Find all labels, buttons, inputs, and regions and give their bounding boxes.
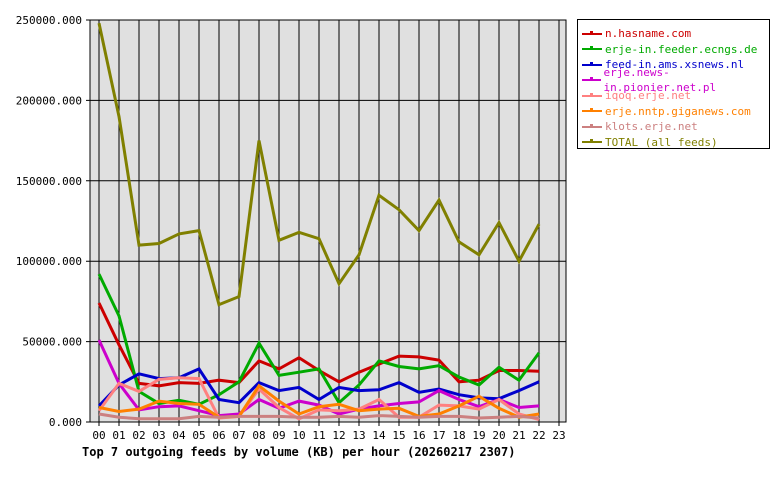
legend-item: iqoq.erje.net [578,88,769,104]
x-tick-label: 03 [152,429,165,442]
legend-label: klots.erje.net [605,120,698,134]
x-tick-label: 09 [272,429,285,442]
x-tick-label: 14 [372,429,386,442]
y-tick-label: 50000.000 [22,336,82,349]
x-tick-label: 16 [412,429,425,442]
legend-item: erje.news-in.pionier.net.pl [578,66,769,94]
legend-label: erje.news-in.pionier.net.pl [603,66,717,95]
legend-item: erje-in.feeder.ecngs.de [578,42,769,58]
y-axis: 0.000 50000.000 100000.000 150000.000 200000… [16,14,82,429]
x-tick-label: 13 [352,429,365,442]
x-tick-label: 23 [552,429,565,442]
legend-swatch-icon [582,77,601,82]
x-tick-label: 04 [172,429,186,442]
legend-swatch-icon [582,139,602,144]
legend-label: TOTAL (all feeds) [605,135,718,149]
x-tick-label: 18 [452,429,465,442]
x-axis: 00 01 02 03 04 05 06 07 08 09 10 11 12 13 14 15 16 17 18 19… [92,429,565,442]
x-tick-label: 20 [492,429,505,442]
legend-item: TOTAL (all feeds) [578,135,769,151]
series-line-6 [98,412,540,421]
legend-swatch-icon [582,61,602,66]
x-tick-label: 17 [432,429,445,442]
x-tick-label: 12 [332,429,345,442]
legend-swatch-icon [582,46,602,51]
legend-swatch-icon [582,92,602,97]
x-tick-label: 22 [532,429,545,442]
legend-item: feed-in.ams.xsnews.nl [578,57,769,73]
y-tick-label: 0.000 [49,416,82,429]
series-line-4 [97,376,540,422]
x-tick-label: 10 [292,429,305,442]
legend-label: feed-in.ams.xsnews.nl [605,58,745,72]
series-lines [97,22,541,422]
plot-area [89,19,567,423]
series-line-5 [98,383,540,419]
legend-label: erje-in.feeder.ecngs.de [605,42,758,56]
y-tick-label: 200000.000 [16,94,82,107]
x-tick-label: 15 [392,429,405,442]
x-tick-label: 19 [472,429,485,442]
x-tick-label: 00 [92,429,105,442]
x-tick-label: 01 [112,429,125,442]
legend-swatch-icon [582,123,602,128]
legend-swatch-icon [582,108,602,113]
legend-item: erje.nntp.giganews.com [578,104,769,120]
legend-swatch-icon [582,30,602,35]
y-tick-label: 250000.000 [16,14,82,27]
legend-label: erje.nntp.giganews.com [605,104,751,118]
legend: n.hasname.com erje-in.feeder.ecngs.de feed… [577,19,770,149]
y-tick-label: 100000.000 [16,255,82,268]
x-tick-label: 21 [512,429,525,442]
x-tick-label: 06 [212,429,225,442]
legend-label: iqoq.erje.net [605,89,692,103]
legend-item: n.hasname.com [578,26,769,42]
chart-title: Top 7 outgoing feeds by volume (KB) per … [82,445,515,459]
legend-item: klots.erje.net [578,119,769,135]
x-tick-label: 11 [312,429,325,442]
x-tick-label: 08 [252,429,265,442]
x-tick-label: 07 [232,429,245,442]
series-line-7 [97,22,541,307]
grid-lines [86,19,566,426]
y-tick-label: 150000.000 [16,175,82,188]
x-tick-label: 02 [132,429,145,442]
legend-label: n.hasname.com [605,27,692,41]
x-tick-label: 05 [192,429,205,442]
